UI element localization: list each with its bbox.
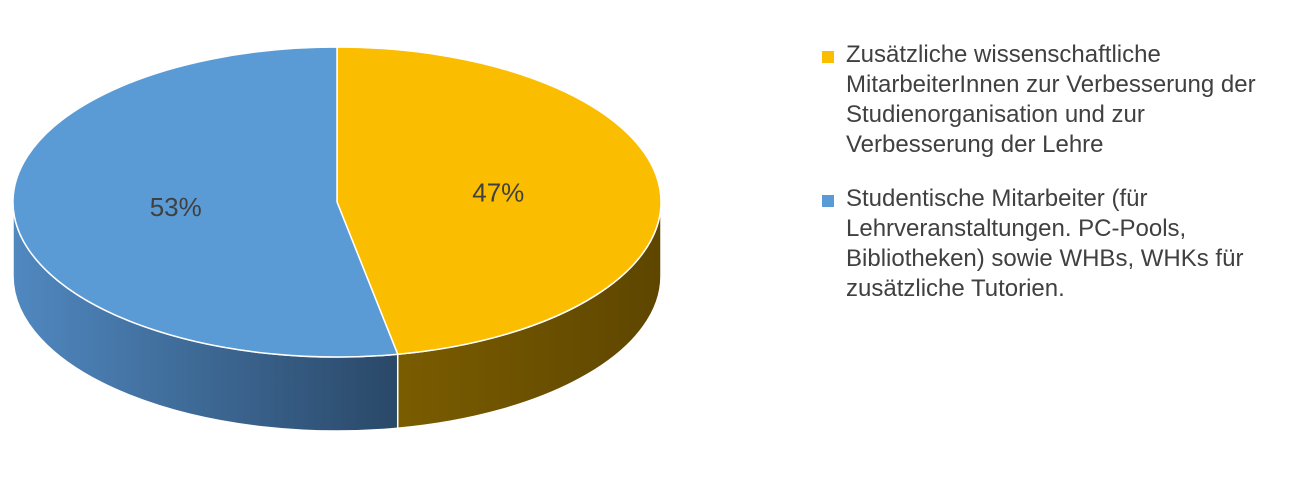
slice	[12, 46, 399, 358]
chart: 47% 53%	[12, 46, 662, 432]
legend-swatch	[822, 195, 834, 207]
legend-item: Zusätzliche wissenschaftliche Mitarbeite…	[822, 40, 1282, 160]
legend-label: Studentische Mitarbeiter (für Lehrverans…	[846, 185, 1244, 302]
legend-label: Zusätzliche wissenschaftliche Mitarbeite…	[846, 41, 1256, 158]
data-label: 47%	[472, 178, 524, 208]
legend-swatch	[822, 51, 834, 63]
legend: Zusätzliche wissenschaftliche Mitarbeite…	[822, 40, 1282, 328]
data-label: 53%	[150, 192, 202, 222]
slice	[336, 46, 662, 356]
legend-item: Studentische Mitarbeiter (für Lehrverans…	[822, 184, 1282, 304]
